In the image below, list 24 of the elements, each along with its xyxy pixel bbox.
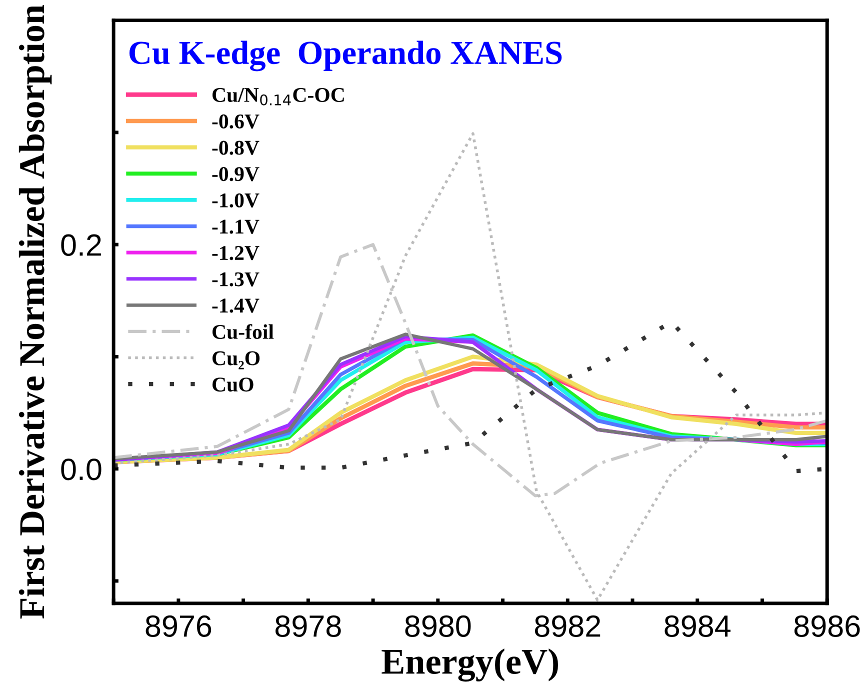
x-tick-label: 8986 [794,615,860,637]
legend-label: -0.9V [212,167,260,182]
y-axis-title: First Derivative Normalized Absorption [18,5,52,619]
x-tick-label: 8978 [276,615,341,637]
y-tick-label: 0.0 [61,458,102,480]
x-tick-label: 8980 [405,615,471,637]
legend-label: -1.2V [212,246,260,260]
legend-label: -1.4V [212,298,260,313]
legend-label: -1.0V [212,193,260,208]
legend-label: CuO [212,378,254,392]
legend-label: -0.8V [212,140,260,155]
x-tick-label: 8976 [146,615,212,637]
legend-label: Cu/N$_{0.14}$C-OC [212,88,344,106]
legend-label: -1.1V [212,220,260,234]
legend-label: -0.6V [212,114,260,129]
x-tick-label: 8982 [534,615,600,637]
y-tick-label: 0.2 [61,234,101,256]
legend-label: Cu₂O [212,351,260,370]
x-axis-title: Energy(eV) [382,648,558,682]
line-series [114,243,828,498]
legend-label: Cu-foil [212,324,274,340]
text: Cu K-edge Operando XANES [129,40,562,72]
x-tick-label: 8984 [664,615,730,637]
legend-label: -1.3V [212,272,260,286]
